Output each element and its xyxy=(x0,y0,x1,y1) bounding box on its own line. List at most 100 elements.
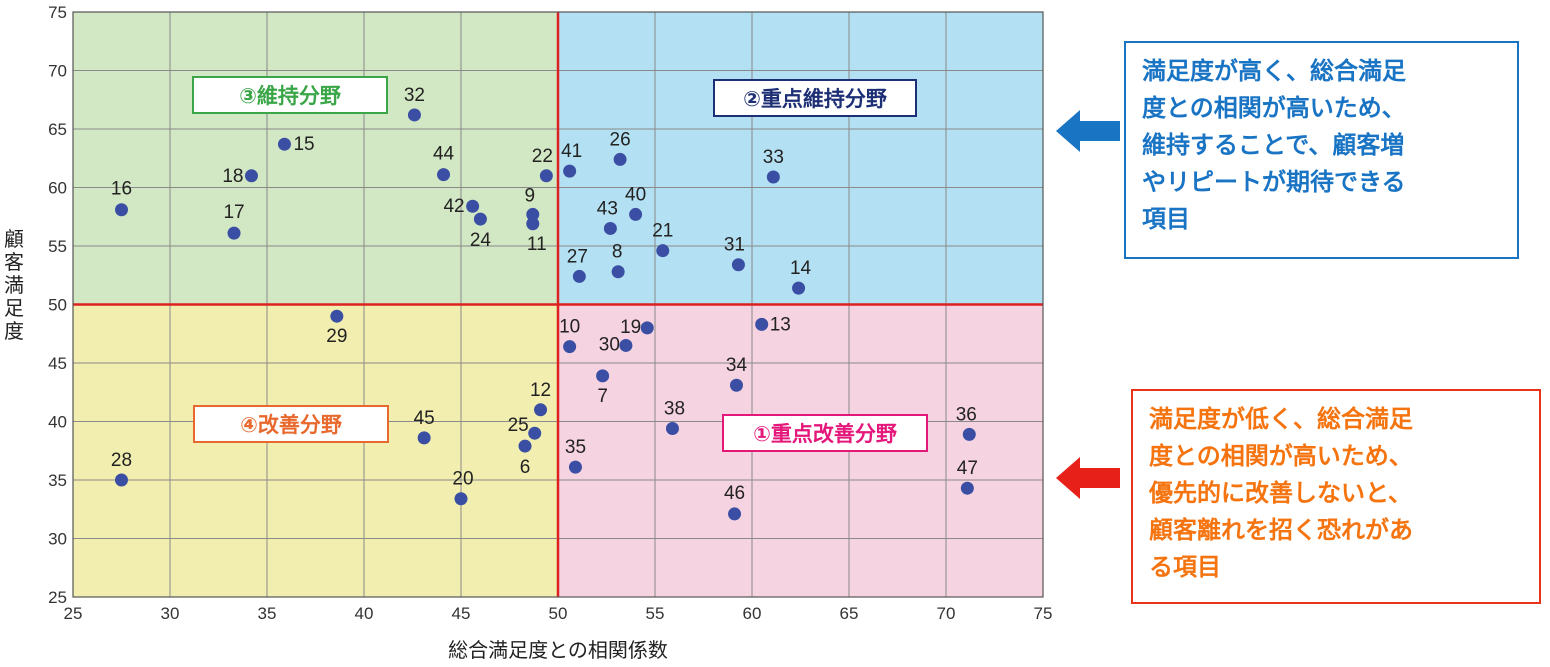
data-point xyxy=(731,258,745,272)
data-point xyxy=(729,378,743,392)
quadrant-label-box xyxy=(193,405,389,443)
data-point-label: 22 xyxy=(532,146,553,167)
data-point xyxy=(227,226,241,240)
data-point xyxy=(437,168,451,182)
y-tick-label: 40 xyxy=(48,413,67,432)
data-point-label: 45 xyxy=(414,408,435,429)
data-point xyxy=(244,169,258,183)
y-tick-label: 30 xyxy=(48,530,67,549)
data-point xyxy=(568,460,582,474)
left-arrow-icon xyxy=(1056,110,1120,152)
data-point-label: 16 xyxy=(111,179,132,200)
data-point-label: 29 xyxy=(326,326,347,347)
y-tick-label: 35 xyxy=(48,471,67,490)
data-point-label: 11 xyxy=(527,234,547,255)
data-point-label: 18 xyxy=(222,166,243,187)
data-point-label: 6 xyxy=(520,457,531,478)
x-tick-label: 40 xyxy=(355,604,374,623)
callout-arrows xyxy=(1056,110,1120,499)
data-point xyxy=(960,481,974,495)
data-points: 16 17 18 15 32 44 42 24 9 11 22 41 26 43 40 27 8 21 31 33 14… xyxy=(111,85,978,521)
data-point-label: 32 xyxy=(404,85,425,106)
data-point-label: 12 xyxy=(530,380,551,401)
x-tick-label: 35 xyxy=(258,604,277,623)
x-axis-title: 総合満足度との相関係数 xyxy=(448,638,668,662)
data-point-label: 47 xyxy=(957,458,978,479)
data-point-label: 21 xyxy=(652,221,673,242)
x-tick-label: 75 xyxy=(1034,604,1053,623)
callout-line: 優先的に改善しないと、 xyxy=(1149,479,1413,507)
data-point xyxy=(534,403,548,417)
quadrant-label: ②重点維持分野 xyxy=(743,87,887,111)
data-point xyxy=(792,281,806,295)
y-tick-label: 65 xyxy=(48,120,67,139)
y-tick-label: 45 xyxy=(48,354,67,373)
data-point xyxy=(962,427,976,441)
callout-line: 維持することで、顧客増 xyxy=(1142,131,1405,159)
callout-line: 満足度が低く、総合満足 xyxy=(1149,405,1413,433)
data-point-label: 26 xyxy=(610,129,631,150)
data-point xyxy=(656,244,670,258)
callout-line: やリピートが期待できる xyxy=(1142,168,1406,196)
quadrant-dividers xyxy=(73,12,1043,597)
y-tick-label: 75 xyxy=(48,3,67,22)
plot-frame xyxy=(72,11,1044,598)
callout-line: 項目 xyxy=(1142,205,1190,233)
data-point xyxy=(528,426,542,440)
x-tick-label: 45 xyxy=(452,604,471,623)
data-point-label: 8 xyxy=(612,242,623,263)
quadrant-background xyxy=(73,12,558,305)
quadrant-label-box xyxy=(713,79,917,117)
y-tick-label: 50 xyxy=(48,296,67,315)
quadrant-label: ①重点改善分野 xyxy=(753,422,897,446)
y-tick-label: 70 xyxy=(48,62,67,81)
quadrant-backgrounds xyxy=(73,12,1043,597)
data-point xyxy=(640,321,654,335)
callout-improve-box: 満足度が低く、総合満足 度との相関が高いため、 優先的に改善しないと、 顧客離れ… xyxy=(1131,389,1541,604)
data-point-label: 25 xyxy=(508,415,529,436)
data-point-label: 7 xyxy=(597,386,608,407)
data-point xyxy=(115,203,128,217)
data-point xyxy=(539,169,553,183)
data-point-label: 44 xyxy=(433,144,455,165)
data-point-label: 42 xyxy=(443,196,464,217)
left-arrow-icon xyxy=(1056,457,1120,499)
data-point xyxy=(563,340,577,354)
data-point-label: 38 xyxy=(664,399,685,420)
data-point-label: 13 xyxy=(770,314,791,335)
quadrant-label: ④改善分野 xyxy=(240,413,342,437)
callout-line: 度との相関が高いため、 xyxy=(1149,442,1413,470)
data-point-label: 9 xyxy=(524,185,535,206)
x-tick-label: 55 xyxy=(646,604,665,623)
data-point xyxy=(611,265,625,279)
y-axis-title: 顧客満足度 xyxy=(4,227,24,343)
callout-line: 顧客離れを招く恐れがあ xyxy=(1149,516,1413,544)
data-point xyxy=(330,309,344,323)
quadrant-label-box xyxy=(722,414,928,452)
data-point xyxy=(665,422,679,436)
data-point-label: 27 xyxy=(567,246,588,267)
data-point xyxy=(613,152,627,166)
data-point xyxy=(526,217,540,231)
data-point-label: 24 xyxy=(470,230,492,251)
data-point xyxy=(563,164,577,178)
data-point xyxy=(417,431,431,445)
data-point-label: 43 xyxy=(597,198,618,219)
x-tick-label: 70 xyxy=(937,604,956,623)
data-point xyxy=(473,212,487,226)
data-point xyxy=(526,207,540,221)
callout-line: 度との相関が高いため、 xyxy=(1142,94,1406,122)
x-tick-label: 65 xyxy=(840,604,859,623)
data-point xyxy=(277,137,291,151)
data-point-label: 28 xyxy=(111,450,132,471)
x-tick-label: 25 xyxy=(64,604,83,623)
y-tick-label: 60 xyxy=(48,179,67,198)
data-point-label: 20 xyxy=(452,469,473,490)
quadrant-background xyxy=(73,304,558,597)
data-point xyxy=(115,473,128,487)
data-point xyxy=(407,108,421,122)
data-point xyxy=(596,369,610,383)
data-point-label: 33 xyxy=(763,147,784,168)
data-point xyxy=(466,199,480,213)
